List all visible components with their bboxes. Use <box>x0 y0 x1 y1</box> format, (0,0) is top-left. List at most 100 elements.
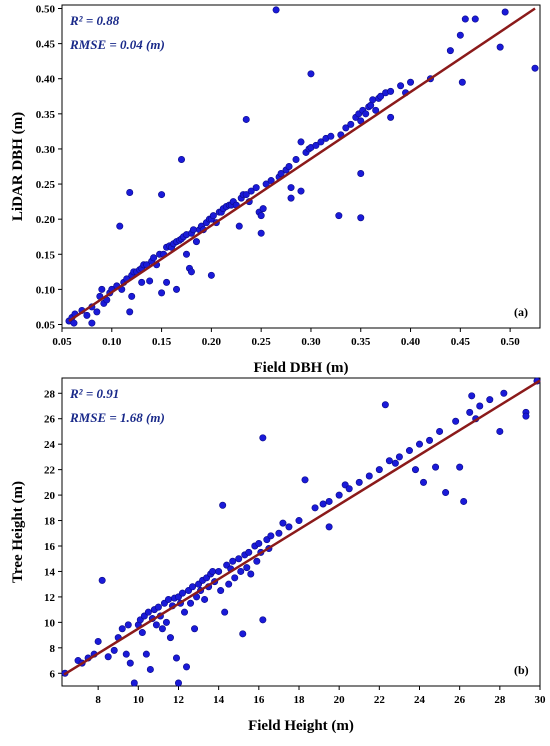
data-point <box>126 659 134 667</box>
data-point <box>397 82 405 90</box>
data-point <box>94 637 102 645</box>
data-point <box>446 47 454 55</box>
x-tick-label: 0.15 <box>152 336 172 348</box>
data-point <box>325 523 333 531</box>
data-point <box>162 618 170 626</box>
data-point <box>496 427 504 435</box>
data-point <box>192 238 200 246</box>
data-point <box>179 589 187 597</box>
panel-a: 0.05 0.10 0.15 0.20 0.25 0.30 0.35 0.40 0.45 0.50… <box>10 4 541 376</box>
y-tick-label: 0.20 <box>36 214 56 226</box>
data-point <box>295 517 303 525</box>
data-point <box>142 650 150 658</box>
data-point <box>219 501 227 509</box>
data-point <box>221 608 229 616</box>
x-tick-label: 0.30 <box>301 336 321 348</box>
data-point <box>387 113 395 121</box>
y-tick-label: 18 <box>44 516 56 528</box>
data-point <box>357 170 365 178</box>
data-point <box>501 8 509 16</box>
y-tick-label: 12 <box>44 592 56 604</box>
data-point <box>126 308 134 316</box>
data-point <box>496 43 504 51</box>
x-tick-label: 10 <box>133 694 145 706</box>
x-tick-label: 0.45 <box>451 336 471 348</box>
data-point <box>357 214 365 222</box>
x-tick-label: 30 <box>535 694 547 706</box>
y-tick-label: 20 <box>44 490 56 502</box>
data-point <box>285 163 293 171</box>
data-point <box>369 96 377 104</box>
scatter-points <box>61 377 541 687</box>
data-point <box>189 583 197 591</box>
data-point <box>154 603 162 611</box>
data-point <box>207 271 215 279</box>
data-point <box>237 567 245 575</box>
data-point <box>126 188 134 196</box>
data-point <box>325 497 333 505</box>
data-point <box>247 570 255 578</box>
data-point <box>377 92 385 100</box>
data-point <box>229 557 237 565</box>
panel-label: (a) <box>514 305 528 319</box>
data-point <box>138 629 146 637</box>
data-point <box>317 138 325 146</box>
data-point <box>279 519 287 527</box>
data-point <box>272 6 280 14</box>
data-point <box>415 440 423 448</box>
data-point <box>150 254 158 262</box>
data-point <box>267 532 275 540</box>
data-point <box>531 64 539 72</box>
data-point <box>259 616 267 624</box>
data-point <box>385 457 393 465</box>
y-tick-label: 0.25 <box>36 179 56 191</box>
data-point <box>436 427 444 435</box>
data-point <box>116 222 124 230</box>
x-tick-label: 14 <box>213 694 225 706</box>
data-point <box>104 653 112 661</box>
data-point <box>262 180 270 188</box>
panel-b: 6 8 10 12 14 16 18 20 22 24 26 28 8 10 12 14 16 18 20 22 24… <box>10 377 547 734</box>
x-axis-ticks: 0.05 0.10 0.15 0.20 0.25 0.30 0.35 0.40 0.45 0.50 <box>52 328 520 348</box>
data-point <box>138 278 146 286</box>
data-point <box>452 417 460 425</box>
data-point <box>522 412 530 420</box>
plot-area-frame <box>61 4 541 329</box>
data-point <box>172 654 180 662</box>
data-point <box>209 212 217 220</box>
data-point <box>292 155 300 163</box>
x-tick-label: 0.20 <box>202 336 222 348</box>
data-point <box>395 453 403 461</box>
data-point <box>181 608 189 616</box>
y-tick-label: 0.35 <box>36 109 56 121</box>
y-tick-label: 16 <box>44 541 56 553</box>
data-point <box>287 184 295 192</box>
data-point <box>311 504 319 512</box>
data-point <box>152 621 160 629</box>
x-tick-label: 16 <box>253 694 265 706</box>
y-tick-label: 0.40 <box>36 74 56 86</box>
rmse-annotation: RMSE = 1.68 (m) <box>69 410 165 425</box>
data-point <box>166 634 174 642</box>
data-point <box>456 463 464 471</box>
data-point <box>110 646 118 654</box>
x-axis-title: Field Height (m) <box>248 718 354 734</box>
data-point <box>277 170 285 178</box>
data-point <box>297 138 305 146</box>
plot-area-frame <box>61 377 541 687</box>
data-point <box>420 478 428 486</box>
fit-line <box>68 7 536 323</box>
data-point <box>257 229 265 237</box>
data-point <box>381 401 389 409</box>
x-tick-label: 8 <box>95 694 101 706</box>
data-point <box>178 155 186 163</box>
data-point <box>486 396 494 404</box>
y-tick-label: 0.10 <box>36 284 56 296</box>
data-point <box>183 663 191 671</box>
data-point <box>405 447 413 455</box>
data-point <box>476 402 484 410</box>
y-axis-title: LiDAR DBH (m) <box>10 112 26 221</box>
x-tick-label: 22 <box>374 694 386 706</box>
data-point <box>345 485 353 493</box>
